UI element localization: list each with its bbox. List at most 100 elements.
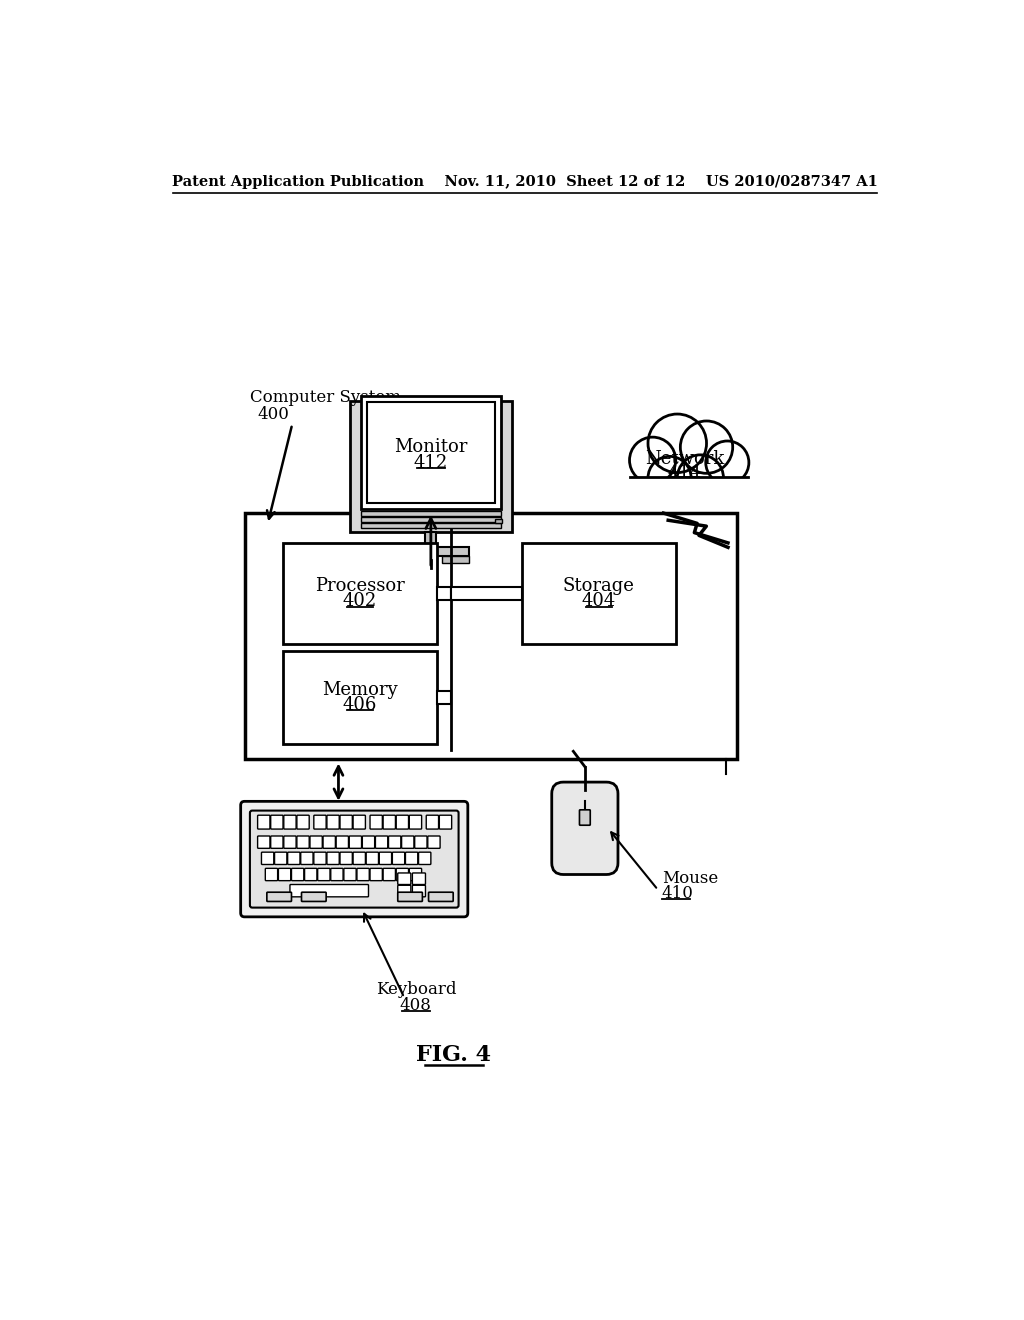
Bar	[451, 587, 521, 599]
FancyBboxPatch shape	[301, 892, 326, 902]
Text: 400: 400	[258, 405, 290, 422]
FancyBboxPatch shape	[396, 816, 409, 829]
Text: Computer System: Computer System	[250, 388, 401, 405]
FancyBboxPatch shape	[317, 869, 330, 880]
Bar	[360, 517, 501, 521]
Text: Mouse: Mouse	[662, 870, 718, 887]
Text: 410: 410	[662, 886, 693, 903]
Bar	[360, 511, 501, 516]
FancyBboxPatch shape	[258, 816, 270, 829]
FancyBboxPatch shape	[258, 836, 270, 849]
Bar	[521, 544, 676, 644]
Bar	[283, 544, 437, 644]
FancyBboxPatch shape	[344, 869, 356, 880]
FancyBboxPatch shape	[392, 853, 404, 865]
Circle shape	[677, 455, 724, 502]
FancyBboxPatch shape	[383, 816, 395, 829]
Text: 404: 404	[582, 593, 615, 610]
Text: Processor: Processor	[315, 577, 404, 595]
FancyBboxPatch shape	[340, 816, 352, 829]
FancyBboxPatch shape	[274, 853, 287, 865]
FancyBboxPatch shape	[415, 836, 427, 849]
FancyBboxPatch shape	[292, 869, 304, 880]
Bar	[437, 587, 451, 599]
FancyBboxPatch shape	[413, 886, 425, 896]
FancyBboxPatch shape	[336, 836, 348, 849]
FancyBboxPatch shape	[270, 836, 283, 849]
FancyBboxPatch shape	[349, 836, 361, 849]
FancyBboxPatch shape	[331, 869, 343, 880]
Circle shape	[630, 437, 676, 483]
FancyBboxPatch shape	[267, 892, 292, 902]
FancyBboxPatch shape	[313, 816, 326, 829]
FancyBboxPatch shape	[261, 853, 273, 865]
Bar	[625, 478, 752, 506]
FancyBboxPatch shape	[279, 869, 291, 880]
FancyBboxPatch shape	[552, 781, 617, 875]
FancyBboxPatch shape	[313, 853, 326, 865]
FancyBboxPatch shape	[388, 836, 400, 849]
FancyBboxPatch shape	[353, 816, 366, 829]
Bar	[437, 692, 451, 704]
Text: Storage: Storage	[563, 577, 635, 595]
FancyBboxPatch shape	[357, 869, 370, 880]
FancyBboxPatch shape	[362, 836, 375, 849]
Bar	[495, 519, 503, 523]
FancyBboxPatch shape	[284, 836, 296, 849]
FancyBboxPatch shape	[580, 810, 590, 825]
Bar	[283, 651, 437, 743]
Circle shape	[648, 414, 707, 473]
Text: 402: 402	[343, 593, 377, 610]
FancyBboxPatch shape	[290, 884, 369, 896]
FancyBboxPatch shape	[241, 801, 468, 917]
Bar	[425, 532, 436, 548]
Bar	[625, 475, 752, 506]
Text: Network: Network	[645, 450, 725, 467]
Text: Keyboard: Keyboard	[376, 982, 456, 998]
FancyBboxPatch shape	[367, 853, 379, 865]
FancyBboxPatch shape	[370, 869, 382, 880]
FancyBboxPatch shape	[379, 853, 391, 865]
Text: Memory: Memory	[323, 681, 398, 698]
Text: Patent Application Publication    Nov. 11, 2010  Sheet 12 of 12    US 2010/02873: Patent Application Publication Nov. 11, …	[172, 176, 878, 189]
Bar	[245, 512, 737, 759]
FancyBboxPatch shape	[340, 853, 352, 865]
FancyBboxPatch shape	[284, 816, 296, 829]
Text: FIG. 4: FIG. 4	[417, 1044, 492, 1067]
FancyBboxPatch shape	[370, 816, 382, 829]
Text: 408: 408	[400, 997, 432, 1014]
Circle shape	[706, 441, 749, 484]
FancyBboxPatch shape	[428, 836, 440, 849]
FancyBboxPatch shape	[419, 853, 431, 865]
FancyBboxPatch shape	[323, 836, 336, 849]
Text: 412: 412	[414, 454, 447, 471]
Text: Monitor: Monitor	[394, 438, 468, 457]
FancyBboxPatch shape	[439, 816, 452, 829]
FancyBboxPatch shape	[304, 869, 316, 880]
Circle shape	[680, 421, 733, 474]
FancyBboxPatch shape	[413, 873, 425, 884]
FancyBboxPatch shape	[353, 853, 366, 865]
Bar	[392, 557, 419, 562]
Bar	[392, 548, 469, 557]
FancyBboxPatch shape	[327, 853, 339, 865]
FancyBboxPatch shape	[270, 816, 283, 829]
Bar	[360, 396, 501, 508]
FancyBboxPatch shape	[397, 892, 422, 902]
Bar	[367, 403, 495, 503]
FancyBboxPatch shape	[383, 869, 395, 880]
FancyBboxPatch shape	[297, 816, 309, 829]
FancyBboxPatch shape	[376, 836, 388, 849]
Bar	[442, 557, 469, 562]
FancyBboxPatch shape	[406, 853, 418, 865]
FancyBboxPatch shape	[327, 816, 339, 829]
FancyBboxPatch shape	[429, 892, 454, 902]
FancyBboxPatch shape	[297, 836, 309, 849]
FancyBboxPatch shape	[410, 869, 422, 880]
FancyBboxPatch shape	[265, 869, 278, 880]
FancyBboxPatch shape	[401, 836, 414, 849]
FancyBboxPatch shape	[250, 810, 459, 908]
FancyBboxPatch shape	[396, 869, 409, 880]
FancyBboxPatch shape	[410, 816, 422, 829]
Bar	[360, 523, 501, 528]
